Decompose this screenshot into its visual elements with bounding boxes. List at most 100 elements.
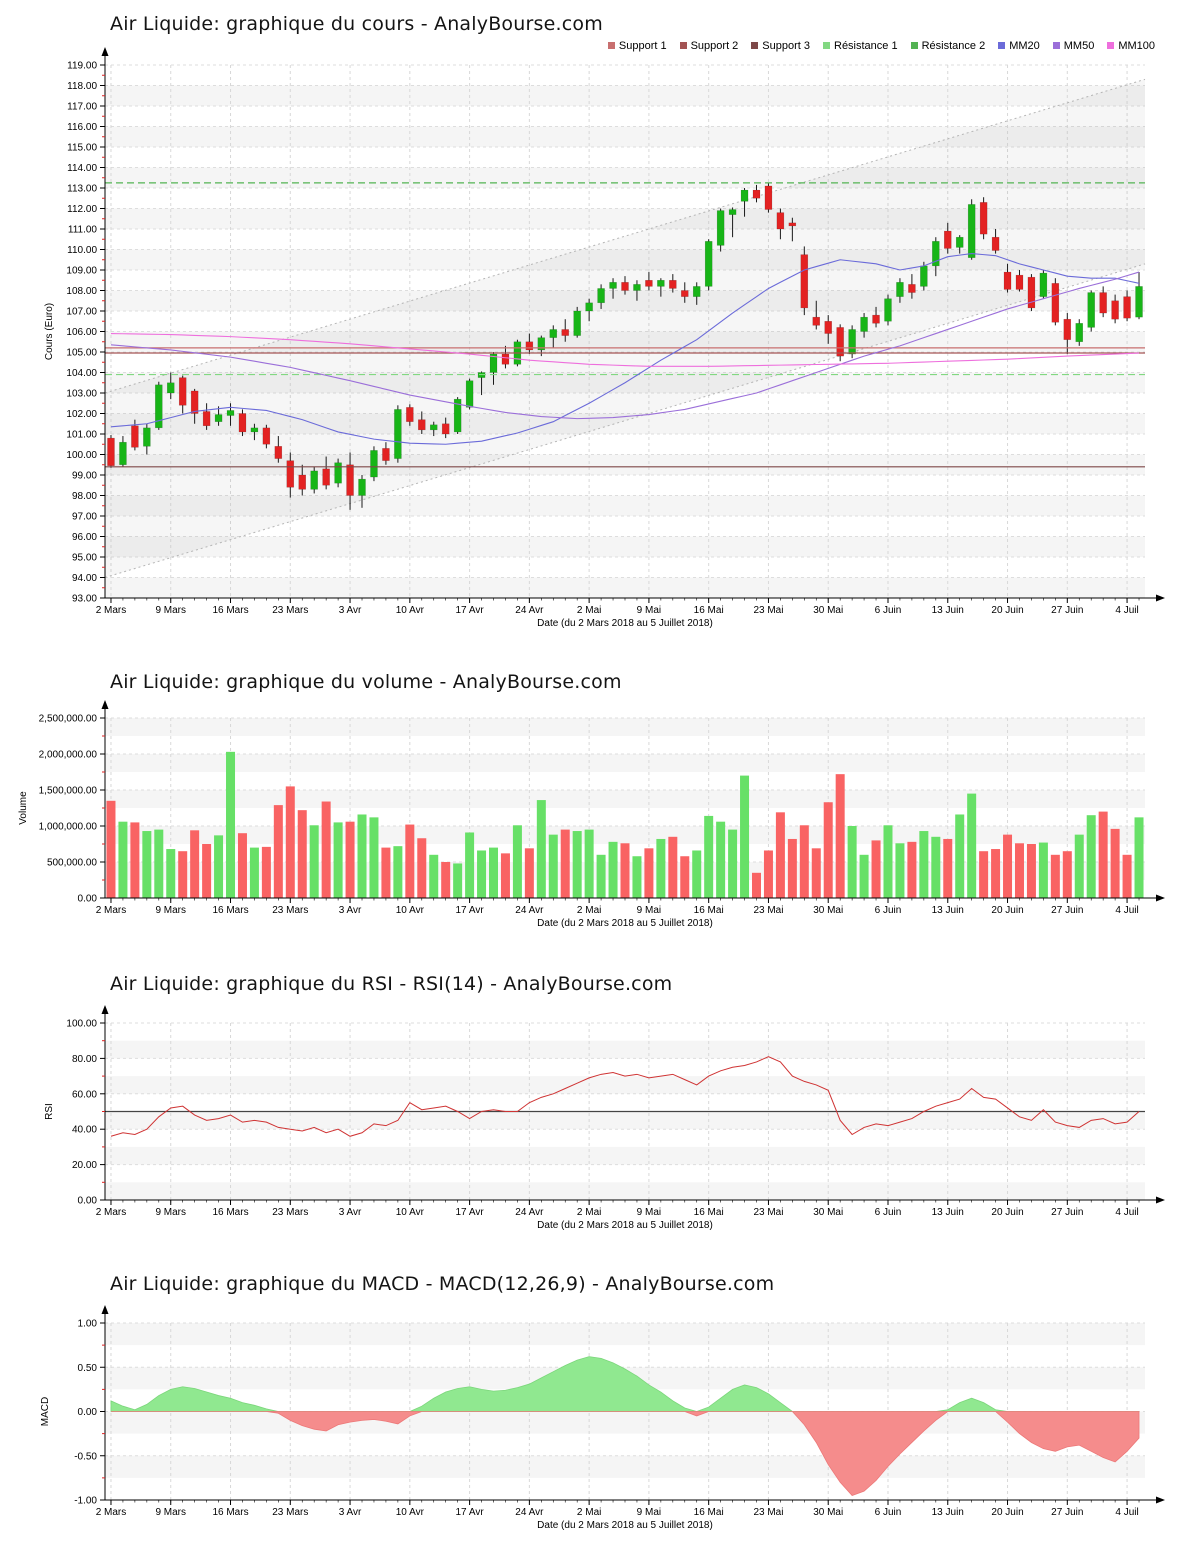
macd-x-tick-label: 2 Mai — [577, 1507, 601, 1518]
svg-text:60.00: 60.00 — [72, 1089, 97, 1100]
svg-text:119.00: 119.00 — [67, 61, 97, 72]
volume-x-axis-title: Date (du 2 Mars 2018 au 5 Juillet 2018) — [537, 918, 713, 929]
svg-text:1.00: 1.00 — [78, 1319, 98, 1330]
macd-x-tick-label: 17 Avr — [456, 1507, 485, 1518]
volume-x-tick-label: 16 Mars — [212, 905, 248, 916]
macd-x-tick-label: 9 Mars — [155, 1507, 186, 1518]
rsi-x-tick-label: 13 Juin — [932, 1207, 964, 1218]
price-x-tick-label: 30 Mai — [813, 605, 843, 616]
macd-x-tick-label: 23 Mars — [272, 1507, 308, 1518]
svg-text:98.00: 98.00 — [72, 491, 97, 502]
price-x-tick-label: 24 Avr — [515, 605, 544, 616]
price-x-tick-label: 17 Avr — [456, 605, 485, 616]
volume-x-tick-label: 3 Avr — [339, 905, 362, 916]
svg-text:105.00: 105.00 — [66, 348, 97, 359]
legend-swatch — [1052, 42, 1060, 49]
volume-axes: 0.00 500,000.00 1,000,000.00 1,500,000.00 2,… — [18, 700, 1165, 929]
price-x-tick-label: 10 Avr — [396, 605, 425, 616]
rsi-chart-canvas: 0.00 20.00 40.00 60.00 80.00 100.00 2 Mars 9 Ma… — [44, 1005, 1165, 1231]
macd-x-tick-label: 24 Avr — [515, 1507, 544, 1518]
price-x-tick-label: 2 Mars — [96, 605, 127, 616]
price-x-tick-label: 2 Mai — [577, 605, 601, 616]
svg-text:109.00: 109.00 — [66, 266, 97, 277]
volume-bars — [106, 751, 1144, 898]
svg-text:0.00: 0.00 — [78, 1196, 98, 1207]
rsi-y-axis-title: RSI — [44, 1103, 55, 1120]
rsi-x-tick-label: 9 Mars — [155, 1207, 186, 1218]
legend-item: Support 2 — [679, 40, 738, 52]
svg-text:1,000,000.00: 1,000,000.00 — [39, 822, 98, 833]
svg-text:97.00: 97.00 — [72, 512, 97, 523]
macd-negative-area — [110, 1411, 1140, 1497]
rsi-x-tick-label: 4 Juil — [1115, 1207, 1138, 1218]
price-x-tick-label: 27 Juin — [1051, 605, 1083, 616]
price-x-tick-label: 16 Mars — [212, 605, 248, 616]
macd-series — [110, 1356, 1140, 1497]
legend-item: MM20 — [998, 40, 1040, 52]
svg-text:0.50: 0.50 — [78, 1363, 98, 1374]
macd-chart-title: Air Liquide: graphique du MACD - MACD(12… — [110, 1273, 775, 1295]
volume-x-tick-label: 2 Mars — [96, 905, 127, 916]
macd-y-axis-title: MACD — [40, 1397, 51, 1426]
svg-text:103.00: 103.00 — [66, 389, 97, 400]
volume-y-axis-title: Volume — [18, 791, 29, 825]
svg-text:108.00: 108.00 — [66, 286, 97, 297]
svg-text:118.00: 118.00 — [67, 81, 97, 92]
macd-chart-canvas: -1.00 -0.50 0.00 0.50 1.00 2 Mars 9 Mars 16 Mar… — [40, 1305, 1165, 1531]
volume-x-tick-label: 6 Juin — [875, 905, 902, 916]
volume-x-tick-label: 4 Juil — [1115, 905, 1138, 916]
rsi-x-tick-label: 6 Juin — [875, 1207, 902, 1218]
price-x-tick-label: 23 Mars — [272, 605, 308, 616]
svg-text:101.00: 101.00 — [66, 430, 97, 441]
volume-x-tick-label: 16 Mai — [694, 905, 724, 916]
legend-item: Résistance 2 — [910, 40, 985, 52]
legend-swatch — [910, 42, 918, 49]
macd-x-tick-label: 10 Avr — [396, 1507, 425, 1518]
rsi-x-tick-label: 2 Mai — [577, 1207, 601, 1218]
volume-x-tick-label: 13 Juin — [932, 905, 964, 916]
macd-x-tick-label: 9 Mai — [637, 1507, 661, 1518]
rsi-line — [110, 1056, 1140, 1137]
volume-x-tick-label: 30 Mai — [813, 905, 843, 916]
support-resistance-lines — [105, 182, 1145, 468]
svg-text:0.00: 0.00 — [78, 1407, 98, 1418]
volume-x-tick-label: 10 Avr — [396, 905, 425, 916]
price-x-tick-label: 9 Mai — [637, 605, 661, 616]
rsi-x-axis-title: Date (du 2 Mars 2018 au 5 Juillet 2018) — [537, 1220, 713, 1231]
volume-x-tick-label: 23 Mai — [753, 905, 783, 916]
legend-swatch — [751, 42, 759, 49]
rsi-x-tick-label: 27 Juin — [1051, 1207, 1083, 1218]
volume-chart-canvas: 0.00 500,000.00 1,000,000.00 1,500,000.00 2,… — [18, 700, 1165, 929]
price-chart-legend: Support 1 Support 2 Support 3 Résistance 1 R… — [607, 40, 1155, 52]
macd-x-tick-label: 13 Juin — [932, 1507, 964, 1518]
volume-x-tick-label: 2 Mai — [577, 905, 601, 916]
macd-x-tick-label: 4 Juil — [1115, 1507, 1138, 1518]
rsi-background-bands — [105, 1040, 1145, 1200]
legend-swatch — [607, 42, 615, 49]
macd-x-tick-label: 30 Mai — [813, 1507, 843, 1518]
svg-text:116.00: 116.00 — [67, 122, 97, 133]
rsi-x-tick-label: 3 Avr — [339, 1207, 362, 1218]
volume-x-tick-label: 24 Avr — [515, 905, 544, 916]
svg-text:0.00: 0.00 — [78, 894, 98, 905]
volume-x-tick-label: 17 Avr — [456, 905, 485, 916]
legend-item: Support 1 — [607, 40, 667, 52]
svg-text:99.00: 99.00 — [72, 471, 97, 482]
macd-x-tick-label: 2 Mars — [96, 1507, 127, 1518]
macd-axes: -1.00 -0.50 0.00 0.50 1.00 2 Mars 9 Mars 16 Mar… — [40, 1305, 1165, 1531]
svg-text:102.00: 102.00 — [66, 409, 97, 420]
price-x-tick-label: 6 Juin — [875, 605, 902, 616]
rsi-chart-title: Air Liquide: graphique du RSI - RSI(14) … — [110, 973, 673, 995]
rsi-x-tick-label: 2 Mars — [96, 1207, 127, 1218]
rsi-x-tick-label: 10 Avr — [396, 1207, 425, 1218]
candlestick-series — [107, 182, 1143, 510]
mm20-line — [110, 253, 1140, 445]
volume-x-tick-label: 20 Juin — [991, 905, 1023, 916]
svg-text:20.00: 20.00 — [72, 1160, 97, 1171]
svg-text:112.00: 112.00 — [67, 204, 97, 215]
rsi-x-tick-label: 16 Mars — [212, 1207, 248, 1218]
legend-swatch — [998, 42, 1006, 49]
svg-text:107.00: 107.00 — [66, 307, 97, 318]
trend-channel — [104, 78, 1146, 578]
svg-text:100.00: 100.00 — [66, 1019, 97, 1030]
